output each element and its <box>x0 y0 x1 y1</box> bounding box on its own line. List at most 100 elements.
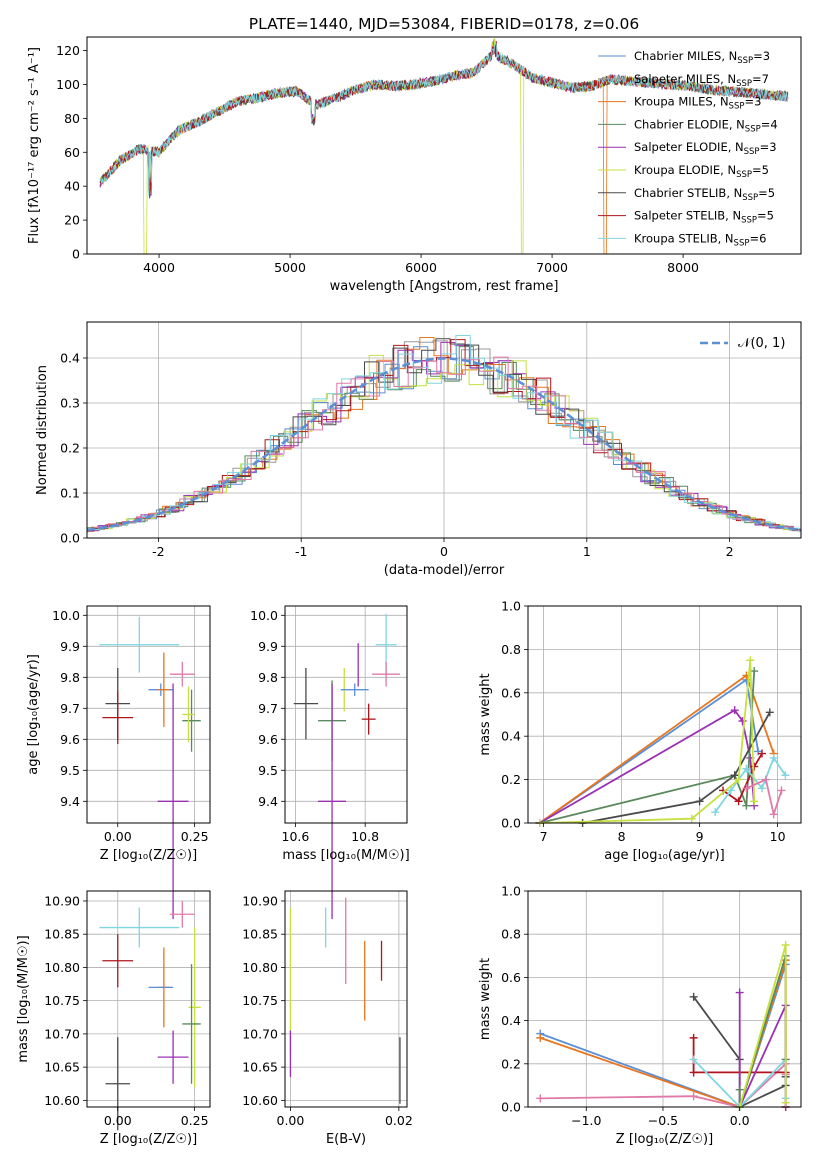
x-tick-label: 10.8 <box>351 829 379 844</box>
legend-name: Kroupa MILES, N <box>634 95 729 109</box>
x-tick-label: 8000 <box>667 260 699 275</box>
x-tick-label: 0 <box>440 544 448 559</box>
x-tick-label: 0.0 <box>730 1113 750 1128</box>
y-tick-label: 0.2 <box>501 1056 521 1071</box>
error-bar-point <box>170 662 195 687</box>
error-bar-point <box>99 617 179 673</box>
mass-weight-marker <box>742 802 750 810</box>
y-axis-label: mass [log₁₀(M/M☉)] <box>16 935 31 1062</box>
legend-subscript: SSP <box>734 238 750 248</box>
x-tick-label: 2 <box>726 544 734 559</box>
error-bar-point <box>341 684 369 696</box>
y-tick-label: 10.60 <box>242 1093 278 1108</box>
error-bar-point <box>158 1031 189 1084</box>
x-tick-label: 10.6 <box>282 829 310 844</box>
y-tick-label: 0.0 <box>60 531 80 546</box>
mass-weight-marker <box>690 1034 698 1042</box>
legend-name: Chabrier STELIB, N <box>634 186 742 200</box>
mass-weight-marker <box>690 1092 698 1100</box>
y-tick-label: 9.5 <box>258 763 278 778</box>
y-tick-label: 40 <box>64 179 80 194</box>
y-tick-label: 0 <box>72 247 80 262</box>
mass-weight-marker <box>770 810 778 818</box>
x-tick-label: 0.00 <box>277 1113 305 1128</box>
y-tick-label: 60 <box>64 145 80 160</box>
mass-weight-marker <box>690 1068 698 1076</box>
mass-weight-marker <box>746 656 754 664</box>
mass-weight-marker <box>736 1086 744 1094</box>
mass-weight-marker <box>736 989 744 997</box>
legend-suffix: =6 <box>749 231 766 245</box>
y-tick-label: 10.75 <box>242 993 278 1008</box>
axes-frame <box>528 891 801 1107</box>
mass-weight-series <box>540 680 758 823</box>
mass-weight-marker <box>782 1099 790 1107</box>
error-bar-point <box>188 928 200 1088</box>
legend-subscript: SSP <box>744 147 760 157</box>
x-tick-label: 4000 <box>143 260 175 275</box>
x-tick-label: 1 <box>583 544 591 559</box>
x-tick-label: 6000 <box>405 260 437 275</box>
mass-weight-marker <box>762 776 770 784</box>
y-tick-label: 10.0 <box>52 608 80 623</box>
x-axis-label: Z [log₁₀(Z/Z☉)] <box>616 1132 713 1147</box>
x-tick-label: 9 <box>696 829 704 844</box>
legend-entry: Salpeter STELIB, NSSP=5 <box>634 209 774 226</box>
y-tick-label: 20 <box>64 213 80 228</box>
x-axis-label: Z [log₁₀(Z/Z☉)] <box>100 848 197 863</box>
legend-name: Chabrier ELODIE, N <box>634 117 745 131</box>
legend-entry: 𝒩(0, 1) <box>738 336 785 351</box>
y-tick-label: 1.0 <box>501 884 521 899</box>
x-tick-label: 0.25 <box>181 829 209 844</box>
y-tick-label: 9.8 <box>60 670 80 685</box>
y-tick-label: 0.0 <box>501 1100 521 1115</box>
error-bar-point <box>372 662 400 687</box>
mass-weight-marker <box>782 941 790 949</box>
x-axis-label: (data-model)/error <box>384 563 505 578</box>
y-tick-label: 0.1 <box>60 486 80 501</box>
mass-weight-series <box>540 660 755 823</box>
mass-weight-marker <box>778 786 786 794</box>
y-tick-label: 9.7 <box>60 701 80 716</box>
legend-subscript: SSP <box>736 170 752 180</box>
error-bar-point <box>294 668 318 739</box>
legend-subscript: SSP <box>729 102 745 112</box>
y-tick-label: 0.6 <box>501 970 521 985</box>
axes-frame <box>285 606 407 823</box>
legend-suffix: =3 <box>744 95 761 109</box>
legend-suffix: =7 <box>752 72 769 86</box>
legend-name: Salpeter ELODIE, N <box>634 140 744 154</box>
x-tick-label: 0.02 <box>385 1113 413 1128</box>
legend-subscript: SSP <box>737 56 753 66</box>
y-tick-label: 10.65 <box>44 1060 80 1075</box>
y-tick-label: 9.4 <box>258 794 278 809</box>
error-bar-point <box>318 684 346 920</box>
y-tick-label: 10.65 <box>242 1060 278 1075</box>
legend-subscript: SSP <box>742 193 758 203</box>
x-tick-label: 10 <box>770 829 786 844</box>
error-bar-point <box>182 687 194 743</box>
x-axis-label: age [log₁₀(age/yr)] <box>604 848 725 863</box>
y-tick-label: 10.85 <box>242 927 278 942</box>
legend-suffix: =3 <box>753 49 770 63</box>
x-tick-label: 5000 <box>274 260 306 275</box>
legend-entry: Kroupa ELODIE, NSSP=5 <box>634 163 769 180</box>
y-axis-label: mass weight <box>478 673 493 755</box>
y-tick-label: 0.4 <box>501 1013 521 1028</box>
x-tick-label: -2 <box>152 544 164 559</box>
y-tick-label: 9.6 <box>258 732 278 747</box>
y-tick-label: 10.85 <box>44 927 80 942</box>
error-bar-point <box>158 684 189 920</box>
y-axis-label: mass weight <box>478 958 493 1040</box>
x-tick-label: 0.00 <box>104 829 132 844</box>
x-tick-label: 0.25 <box>181 1113 209 1128</box>
y-tick-label: 9.9 <box>258 639 278 654</box>
y-tick-label: 0.0 <box>501 816 521 831</box>
legend-name: Kroupa STELIB, N <box>634 231 734 245</box>
x-tick-label: 8 <box>618 829 626 844</box>
y-tick-label: 10.90 <box>242 893 278 908</box>
legend-entry: Kroupa MILES, NSSP=3 <box>634 95 761 112</box>
y-tick-label: 10.0 <box>250 608 278 623</box>
